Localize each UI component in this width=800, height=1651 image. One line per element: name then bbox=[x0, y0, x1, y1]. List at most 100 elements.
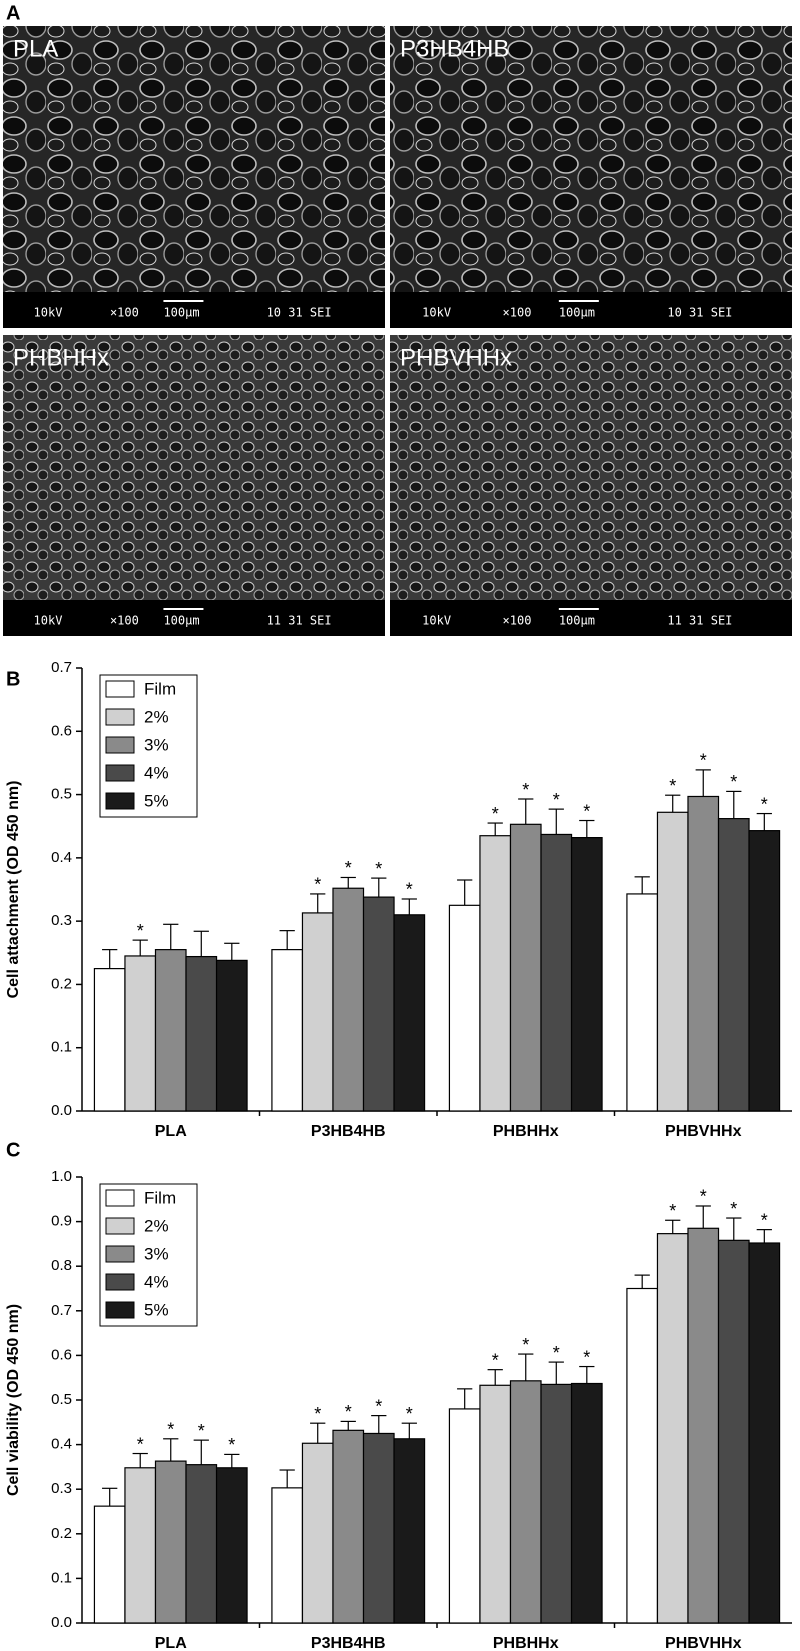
bar bbox=[124, 1467, 157, 1624]
legend-swatch bbox=[105, 1273, 135, 1291]
significance: * bbox=[700, 751, 707, 771]
bar bbox=[301, 1442, 334, 1624]
significance: * bbox=[553, 790, 560, 810]
legend-swatch bbox=[105, 1245, 135, 1263]
legend-swatch bbox=[105, 1217, 135, 1235]
legend-swatch bbox=[105, 764, 135, 782]
info-bar bbox=[3, 292, 385, 328]
bar bbox=[748, 1242, 781, 1624]
x-tick-label: PHBHHx bbox=[493, 1635, 559, 1651]
significance: * bbox=[406, 880, 413, 900]
significance: * bbox=[761, 1210, 768, 1230]
significance: * bbox=[314, 1404, 321, 1424]
legend-label: 3% bbox=[144, 1244, 169, 1263]
bar bbox=[271, 1487, 304, 1624]
y-tick-label: 0.3 bbox=[51, 1480, 72, 1497]
info-bar bbox=[390, 600, 792, 636]
y-tick-label: 0.6 bbox=[51, 722, 72, 739]
sem-image bbox=[3, 26, 385, 328]
legend-label: 2% bbox=[144, 1216, 169, 1235]
bar bbox=[215, 1467, 248, 1624]
bar bbox=[540, 1383, 573, 1624]
info-text: 100μm bbox=[559, 306, 595, 320]
bar bbox=[362, 896, 395, 1112]
legend-swatch bbox=[105, 792, 135, 810]
panel-label: B bbox=[6, 668, 20, 690]
info-text: ×100 bbox=[503, 614, 532, 628]
bar bbox=[479, 1384, 512, 1624]
significance: * bbox=[375, 859, 382, 879]
bar bbox=[570, 1382, 603, 1624]
significance: * bbox=[492, 804, 499, 824]
info-bar bbox=[390, 292, 792, 328]
legend-label: 5% bbox=[144, 1300, 169, 1319]
y-tick-label: 0.0 bbox=[51, 1614, 72, 1631]
significance: * bbox=[314, 875, 321, 895]
info-text: 10kV bbox=[422, 306, 451, 320]
sem-image bbox=[390, 26, 792, 328]
significance: * bbox=[228, 1435, 235, 1455]
significance: * bbox=[730, 1199, 737, 1219]
y-tick-label: 0.1 bbox=[51, 1569, 72, 1586]
legend-label: 4% bbox=[144, 763, 169, 782]
significance: * bbox=[345, 1402, 352, 1422]
y-tick-label: 0.6 bbox=[51, 1346, 72, 1363]
bar bbox=[448, 904, 481, 1112]
bar bbox=[687, 795, 720, 1112]
significance: * bbox=[669, 1201, 676, 1221]
bar bbox=[154, 1460, 187, 1624]
significance: * bbox=[730, 772, 737, 792]
x-tick-label: PHBVHHx bbox=[665, 1123, 742, 1140]
y-tick-label: 0.5 bbox=[51, 786, 72, 803]
significance: * bbox=[761, 794, 768, 814]
significance: * bbox=[345, 858, 352, 878]
bar bbox=[509, 1380, 542, 1624]
bar bbox=[93, 968, 126, 1112]
significance: * bbox=[583, 1347, 590, 1367]
info-text: 10kV bbox=[34, 614, 63, 628]
bar bbox=[332, 1429, 365, 1624]
info-text: 10kV bbox=[34, 306, 63, 320]
bar bbox=[717, 1239, 750, 1624]
legend-label: 3% bbox=[144, 735, 169, 754]
info-text: 100μm bbox=[163, 614, 199, 628]
panel-label: C bbox=[6, 1139, 20, 1161]
bar bbox=[271, 949, 304, 1112]
info-text: 11 31 SEI bbox=[267, 614, 332, 628]
y-tick-label: 1.0 bbox=[51, 1168, 72, 1185]
info-text: ×100 bbox=[110, 306, 139, 320]
bar bbox=[626, 893, 659, 1112]
sem-image bbox=[3, 335, 385, 636]
panel-label: A bbox=[6, 2, 20, 24]
bar bbox=[479, 835, 512, 1112]
info-text: ×100 bbox=[110, 614, 139, 628]
significance: * bbox=[583, 801, 590, 821]
legend-swatch bbox=[105, 680, 135, 698]
legend-swatch bbox=[105, 1189, 135, 1207]
significance: * bbox=[669, 776, 676, 796]
info-text: ×100 bbox=[503, 306, 532, 320]
image-label: P3HB4HB bbox=[400, 35, 509, 62]
significance: * bbox=[700, 1187, 707, 1207]
legend-swatch bbox=[105, 736, 135, 754]
y-axis-label: Cell viability (OD 450 nm) bbox=[5, 1304, 22, 1496]
legend-label: 2% bbox=[144, 707, 169, 726]
bar bbox=[626, 1287, 659, 1624]
image-label: PLA bbox=[13, 35, 58, 62]
legend-swatch bbox=[105, 1301, 135, 1319]
significance: * bbox=[492, 1350, 499, 1370]
y-tick-label: 0.1 bbox=[51, 1039, 72, 1056]
bar bbox=[185, 1464, 218, 1624]
sem-image bbox=[390, 335, 792, 636]
y-tick-label: 0.5 bbox=[51, 1391, 72, 1408]
y-tick-label: 0.9 bbox=[51, 1213, 72, 1230]
y-tick-label: 0.2 bbox=[51, 1525, 72, 1542]
y-tick-label: 0.7 bbox=[51, 1302, 72, 1319]
info-text: 100μm bbox=[559, 614, 595, 628]
x-tick-label: PHBVHHx bbox=[665, 1635, 742, 1651]
bar bbox=[301, 912, 334, 1112]
info-text: 10kV bbox=[422, 614, 451, 628]
bar bbox=[570, 837, 603, 1112]
bar bbox=[215, 959, 248, 1112]
